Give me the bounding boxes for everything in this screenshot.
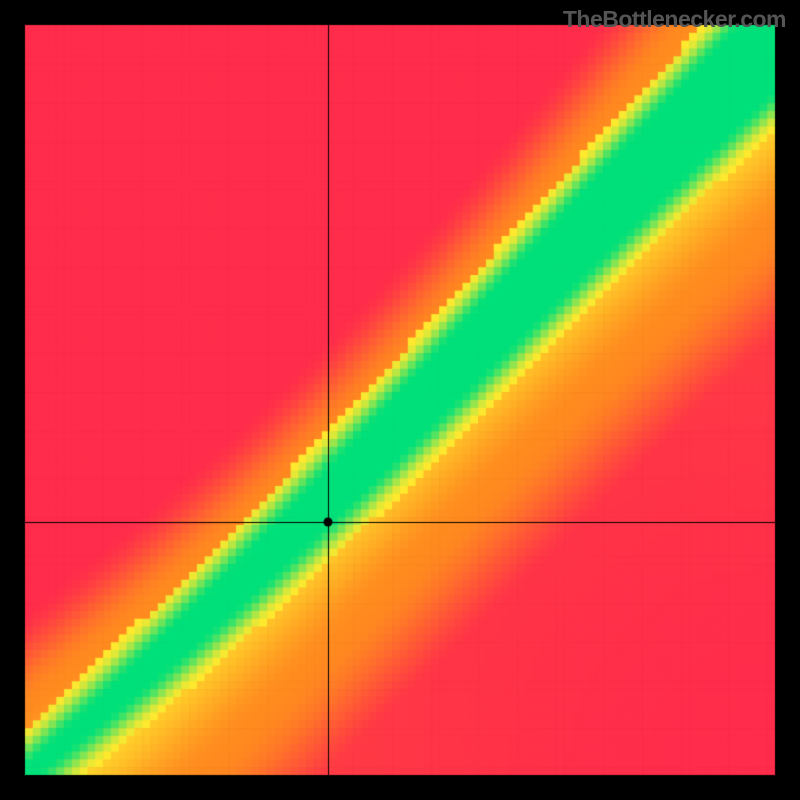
watermark-text: TheBottlenecker.com: [563, 6, 786, 33]
chart-container: TheBottlenecker.com: [0, 0, 800, 800]
bottleneck-heatmap-canvas: [0, 0, 800, 800]
